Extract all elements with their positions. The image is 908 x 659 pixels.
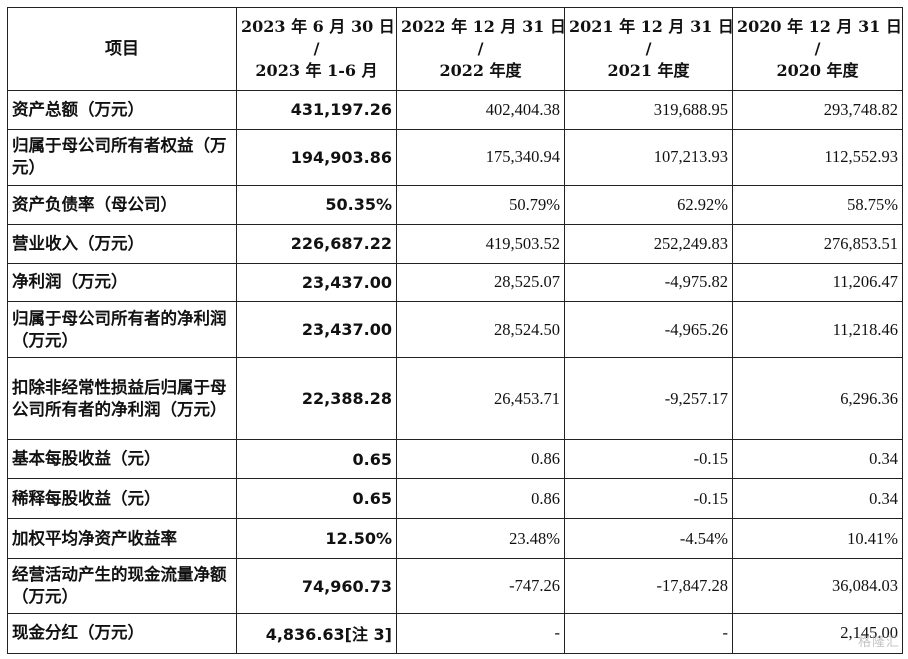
cell-2021: 107,213.93 <box>564 128 733 186</box>
row-label: 归属于母公司所有者的净利润（万元） <box>7 301 237 359</box>
cell-2022: 175,340.94 <box>396 128 565 186</box>
header-col-2021-line-2: / <box>645 39 652 58</box>
header-col-2023-line-3: 2023 年 1-6 月 <box>255 61 378 80</box>
cell-2021: - <box>564 612 733 655</box>
cell-2023: 23,437.00 <box>236 262 397 303</box>
table-row: 资产负债率（母公司） 50.35% 50.79% 62.92% 58.75% <box>7 184 903 225</box>
cell-2020: 36,084.03 <box>732 558 903 614</box>
cell-2023: 12.50% <box>236 518 397 560</box>
row-label: 经营活动产生的现金流量净额（万元） <box>7 558 237 614</box>
cell-2022: 28,524.50 <box>396 301 565 359</box>
cell-2020: 11,218.46 <box>732 301 903 359</box>
cell-2020: 2,145.00 <box>732 612 903 655</box>
header-col-2022-line-1: 2022 年 12 月 31 日 <box>401 17 565 36</box>
header-col-2023-line-2: / <box>313 39 320 58</box>
header-col-2020: 2020 年 12 月 31 日 / 2020 年度 <box>732 7 903 91</box>
header-col-2023-line-1: 2023 年 6 月 30 日 <box>241 17 395 36</box>
cell-2023: 50.35% <box>236 184 397 225</box>
cell-2022: 402,404.38 <box>396 90 565 130</box>
header-col-2022: 2022 年 12 月 31 日 / 2022 年度 <box>396 7 565 91</box>
header-col-2022-line-3: 2022 年度 <box>439 61 522 80</box>
cell-2022: 0.86 <box>396 478 565 520</box>
header-col-2020-line-2: / <box>814 39 821 58</box>
row-label: 资产总额（万元） <box>7 90 237 130</box>
cell-2021: -0.15 <box>564 439 733 480</box>
cell-2023: 23,437.00 <box>236 301 397 359</box>
row-label: 营业收入（万元） <box>7 223 237 264</box>
row-label: 资产负债率（母公司） <box>7 184 237 225</box>
cell-2023: 0.65 <box>236 439 397 480</box>
cell-2022: - <box>396 612 565 655</box>
cell-2020: 11,206.47 <box>732 262 903 303</box>
cell-2020: 112,552.93 <box>732 128 903 186</box>
cell-2022: 23.48% <box>396 518 565 560</box>
table-row: 经营活动产生的现金流量净额（万元） 74,960.73 -747.26 -17,… <box>7 558 903 614</box>
header-row: 项目 2023 年 6 月 30 日 / 2023 年 1-6 月 2022 年… <box>7 7 903 91</box>
cell-2021: -4,965.26 <box>564 301 733 359</box>
table-row: 归属于母公司所有者的净利润（万元） 23,437.00 28,524.50 -4… <box>7 301 903 359</box>
row-label: 归属于母公司所有者权益（万元） <box>7 128 237 186</box>
cell-2023: 0.65 <box>236 478 397 520</box>
table-row: 基本每股收益（元） 0.65 0.86 -0.15 0.34 <box>7 439 903 480</box>
cell-2022: -747.26 <box>396 558 565 614</box>
cell-2023: 74,960.73 <box>236 558 397 614</box>
header-item: 项目 <box>7 7 237 91</box>
cell-2020: 58.75% <box>732 184 903 225</box>
cell-2021: -9,257.17 <box>564 357 733 441</box>
cell-2022: 50.79% <box>396 184 565 225</box>
financial-data-table: 项目 2023 年 6 月 30 日 / 2023 年 1-6 月 2022 年… <box>7 7 903 655</box>
cell-2023: 4,836.63[注 3] <box>236 612 397 655</box>
row-label: 扣除非经常性损益后归属于母公司所有者的净利润（万元） <box>7 357 237 441</box>
row-label: 现金分红（万元） <box>7 612 237 655</box>
cell-2021: -17,847.28 <box>564 558 733 614</box>
cell-2021: 319,688.95 <box>564 90 733 130</box>
cell-2023: 226,687.22 <box>236 223 397 264</box>
cell-2020: 6,296.36 <box>732 357 903 441</box>
table-row: 稀释每股收益（元） 0.65 0.86 -0.15 0.34 <box>7 478 903 520</box>
header-col-2023: 2023 年 6 月 30 日 / 2023 年 1-6 月 <box>236 7 397 91</box>
header-col-2021-line-3: 2021 年度 <box>607 61 690 80</box>
cell-2023: 194,903.86 <box>236 128 397 186</box>
cell-2023: 22,388.28 <box>236 357 397 441</box>
cell-2021: -4.54% <box>564 518 733 560</box>
cell-2020: 276,853.51 <box>732 223 903 264</box>
header-col-2022-line-2: / <box>477 39 484 58</box>
cell-2020: 0.34 <box>732 478 903 520</box>
row-label: 稀释每股收益（元） <box>7 478 237 520</box>
table-row: 营业收入（万元） 226,687.22 419,503.52 252,249.8… <box>7 223 903 264</box>
header-col-2020-line-1: 2020 年 12 月 31 日 <box>737 17 902 36</box>
row-label: 基本每股收益（元） <box>7 439 237 480</box>
header-col-2021-line-1: 2021 年 12 月 31 日 <box>569 17 733 36</box>
cell-2022: 26,453.71 <box>396 357 565 441</box>
row-label: 净利润（万元） <box>7 262 237 303</box>
table-row: 扣除非经常性损益后归属于母公司所有者的净利润（万元） 22,388.28 26,… <box>7 357 903 441</box>
cell-2023: 431,197.26 <box>236 90 397 130</box>
table-row: 资产总额（万元） 431,197.26 402,404.38 319,688.9… <box>7 90 903 130</box>
cell-2022: 28,525.07 <box>396 262 565 303</box>
cell-2021: -4,975.82 <box>564 262 733 303</box>
cell-2022: 419,503.52 <box>396 223 565 264</box>
table-row: 现金分红（万元） 4,836.63[注 3] - - 2,145.00 <box>7 612 903 655</box>
cell-2020: 0.34 <box>732 439 903 480</box>
cell-2021: 252,249.83 <box>564 223 733 264</box>
cell-2020: 293,748.82 <box>732 90 903 130</box>
header-col-2020-line-3: 2020 年度 <box>776 61 859 80</box>
table-row: 净利润（万元） 23,437.00 28,525.07 -4,975.82 11… <box>7 262 903 303</box>
table-row: 归属于母公司所有者权益（万元） 194,903.86 175,340.94 10… <box>7 128 903 186</box>
cell-2022: 0.86 <box>396 439 565 480</box>
table-row: 加权平均净资产收益率 12.50% 23.48% -4.54% 10.41% <box>7 518 903 560</box>
watermark-logo: 格隆汇 <box>857 635 900 650</box>
cell-2021: 62.92% <box>564 184 733 225</box>
row-label: 加权平均净资产收益率 <box>7 518 237 560</box>
header-col-2021: 2021 年 12 月 31 日 / 2021 年度 <box>564 7 733 91</box>
cell-2021: -0.15 <box>564 478 733 520</box>
cell-2020: 10.41% <box>732 518 903 560</box>
